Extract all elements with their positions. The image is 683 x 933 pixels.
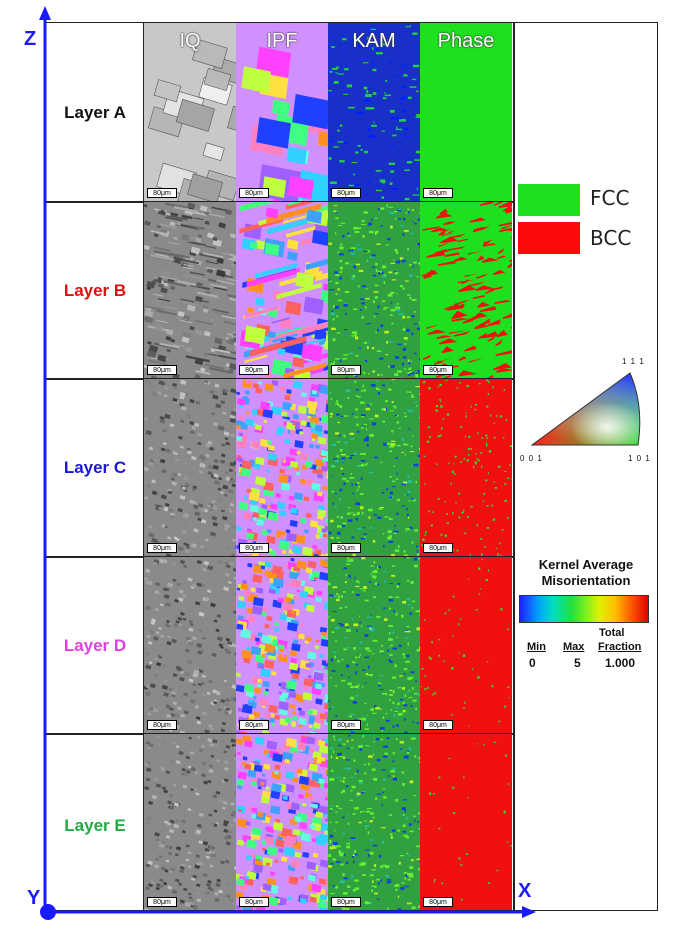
panel-kam-layer-e: 80μm xyxy=(328,734,420,910)
kam-fraction-label: Fraction xyxy=(598,641,642,653)
panel-kam-layer-d: 80μm xyxy=(328,557,420,733)
fcc-label: FCC xyxy=(590,186,630,210)
scale-bar: 80μm xyxy=(147,720,177,730)
kam-legend-title-1: Kernel Average xyxy=(538,557,634,572)
panel-kam-layer-b: 80μm xyxy=(328,202,420,378)
scale-bar: 80μm xyxy=(423,188,453,198)
scale-bar: 80μm xyxy=(147,188,177,198)
scale-bar: 80μm xyxy=(147,897,177,907)
ipf-label-111: 1 1 1 xyxy=(622,357,645,366)
y-axis-label: Y xyxy=(27,887,41,909)
bcc-label: BCC xyxy=(590,226,632,250)
scale-bar: 80μm xyxy=(331,897,361,907)
panel-iq-layer-a: 80μm xyxy=(144,23,236,201)
row-divider xyxy=(46,378,514,380)
fcc-swatch xyxy=(518,184,580,216)
ipf-label-001: 0 0 1 xyxy=(520,454,543,463)
ipf-label-101: 1 0 1 xyxy=(628,454,651,463)
layer-label-d: Layer D xyxy=(63,636,127,655)
scale-bar: 80μm xyxy=(423,897,453,907)
z-axis-arrowhead xyxy=(39,6,51,20)
scale-bar: 80μm xyxy=(331,188,361,198)
grid-divider xyxy=(143,22,145,911)
bcc-swatch xyxy=(518,222,580,254)
panel-phase-layer-d: 80μm xyxy=(420,557,512,733)
column-title-ipf: IPF xyxy=(266,30,298,52)
grid-divider xyxy=(513,22,515,911)
panel-ipf-layer-c: 80μm xyxy=(236,379,328,556)
layer-label-c: Layer C xyxy=(63,458,127,477)
kam-total-label: Total xyxy=(599,627,625,639)
panel-phase-layer-c: 80μm xyxy=(420,379,512,556)
layer-label-a: Layer A xyxy=(64,103,126,122)
kam-legend-title-2: Misorientation xyxy=(541,573,631,588)
scale-bar: 80μm xyxy=(331,720,361,730)
kam-max-label: Max xyxy=(563,641,585,653)
kam-min-label: Min xyxy=(527,641,546,653)
column-title-iq: IQ xyxy=(179,30,201,52)
panel-iq-layer-d: 80μm xyxy=(144,557,236,733)
scale-bar: 80μm xyxy=(239,720,269,730)
panel-kam-layer-a: 80μm xyxy=(328,23,420,201)
row-divider xyxy=(46,556,514,558)
scale-bar: 80μm xyxy=(331,543,361,553)
row-divider xyxy=(46,733,514,735)
scale-bar: 80μm xyxy=(147,365,177,375)
layer-label-b: Layer B xyxy=(63,281,127,300)
panel-ipf-layer-e: 80μm xyxy=(236,734,328,910)
scale-bar: 80μm xyxy=(239,188,269,198)
ipf-triangle-legend xyxy=(530,372,641,446)
panel-ipf-layer-a: 80μm xyxy=(236,23,328,201)
panel-phase-layer-a: 80μm xyxy=(420,23,512,201)
panel-iq-layer-c: 80μm xyxy=(144,379,236,556)
kam-max-value: 5 xyxy=(574,656,581,670)
scale-bar: 80μm xyxy=(423,543,453,553)
panel-iq-layer-e: 80μm xyxy=(144,734,236,910)
row-divider xyxy=(46,201,514,203)
kam-fraction-value: 1.000 xyxy=(605,656,636,670)
panel-ipf-layer-d: 80μm xyxy=(236,557,328,733)
scale-bar: 80μm xyxy=(331,365,361,375)
z-axis-label: Z xyxy=(24,28,37,50)
x-axis-label: X xyxy=(518,880,532,902)
column-title-phase: Phase xyxy=(437,30,495,52)
panel-phase-layer-b: 80μm xyxy=(420,202,512,378)
panel-phase-layer-e: 80μm xyxy=(420,734,512,910)
panel-ipf-layer-b: 80μm xyxy=(236,202,328,378)
kam-min-value: 0 xyxy=(529,656,536,670)
scale-bar: 80μm xyxy=(239,365,269,375)
panel-kam-layer-c: 80μm xyxy=(328,379,420,556)
layer-label-e: Layer E xyxy=(64,816,126,835)
kam-colorbar xyxy=(519,595,649,623)
scale-bar: 80μm xyxy=(239,897,269,907)
scale-bar: 80μm xyxy=(147,543,177,553)
column-title-kam: KAM xyxy=(352,30,396,52)
scale-bar: 80μm xyxy=(239,543,269,553)
y-axis-dot xyxy=(40,904,56,920)
x-axis-arrowhead xyxy=(522,906,536,918)
panel-iq-layer-b: 80μm xyxy=(144,202,236,378)
scale-bar: 80μm xyxy=(423,720,453,730)
scale-bar: 80μm xyxy=(423,365,453,375)
